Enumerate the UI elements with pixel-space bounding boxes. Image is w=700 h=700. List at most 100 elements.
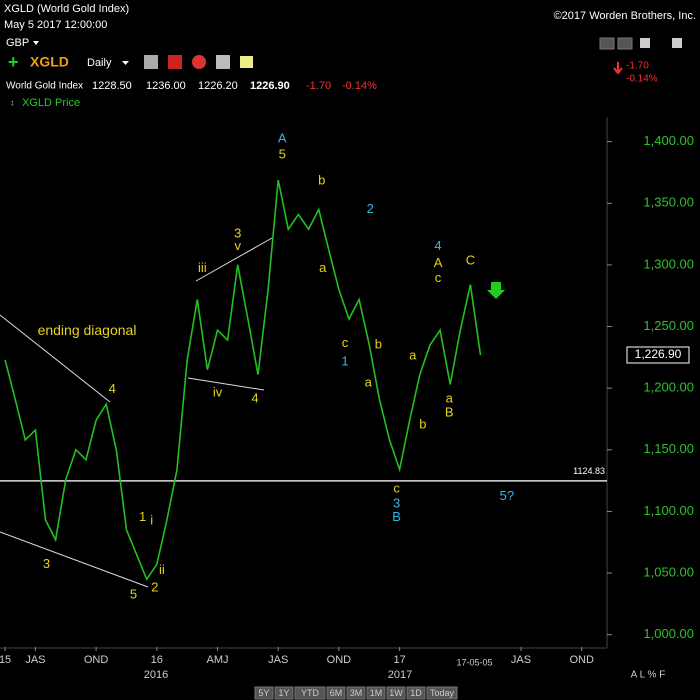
range-buttons: 5Y 1Y YTD 6M 3M 1M 1W 1D Today xyxy=(254,686,458,700)
wave-label: A xyxy=(434,255,443,270)
y-tick-label: 1,000.00 xyxy=(643,626,694,641)
y-tick-label: 1,150.00 xyxy=(643,441,694,456)
range-button[interactable] xyxy=(406,686,426,700)
range-button[interactable] xyxy=(326,686,346,700)
y-tick-label: 1,400.00 xyxy=(643,133,694,148)
range-button-label[interactable]: 1D xyxy=(410,688,422,698)
wave-label: 1 xyxy=(341,354,348,369)
y-tick-label: 1,300.00 xyxy=(643,256,694,271)
wave-label: 3 xyxy=(234,226,241,241)
interval-dropdown[interactable] xyxy=(122,61,129,65)
range-button-label[interactable]: 6M xyxy=(330,688,343,698)
wave-label: b xyxy=(375,336,382,351)
range-button-label[interactable]: 1W xyxy=(389,688,403,698)
x-tick-label: OND xyxy=(327,654,352,666)
symbol-name: World Gold Index xyxy=(6,81,83,92)
trend-line xyxy=(0,314,111,403)
alert-icon[interactable] xyxy=(192,55,206,69)
range-button[interactable] xyxy=(426,686,458,700)
wave-label: i xyxy=(150,513,153,528)
range-button-label[interactable]: YTD xyxy=(301,688,320,698)
s-button[interactable] xyxy=(599,37,615,50)
x-tick-label: OND xyxy=(569,654,594,666)
x-tick-label: 17 xyxy=(393,654,405,666)
calc-icon[interactable] xyxy=(216,55,230,69)
wave-label: 4 xyxy=(434,238,441,253)
high-price: 1236.00 xyxy=(146,80,186,92)
down-arrow-icon xyxy=(613,62,623,75)
y-tick-label: 1,200.00 xyxy=(643,380,694,395)
wave-label: a xyxy=(446,391,454,406)
date-marker: 17-05-05 xyxy=(457,657,493,667)
range-button[interactable] xyxy=(366,686,386,700)
wave-label: b xyxy=(318,173,325,188)
last-value-label: 1,226.90 xyxy=(635,347,682,361)
wave-label: b xyxy=(419,417,426,432)
down-arrow xyxy=(487,282,505,299)
wave-label: v xyxy=(234,238,241,253)
range-button[interactable] xyxy=(346,686,366,700)
indicator-icon[interactable] xyxy=(168,55,182,69)
currency-dropdown[interactable] xyxy=(33,41,39,45)
range-button-label[interactable]: 1Y xyxy=(278,688,289,698)
wave-label: 4 xyxy=(251,391,258,406)
wave-label: ii xyxy=(159,562,165,577)
add-icon[interactable]: + xyxy=(8,52,19,72)
tools-icon[interactable] xyxy=(144,55,158,69)
close-button[interactable] xyxy=(672,38,682,48)
wave-label: 2 xyxy=(151,579,158,594)
year-label: 2017 xyxy=(388,669,412,681)
open-price: 1228.50 xyxy=(92,80,132,92)
last-price: 1226.90 xyxy=(250,80,290,92)
window-title: XGLD (World Gold Index) xyxy=(4,3,129,15)
y-tick-label: 1,250.00 xyxy=(643,318,694,333)
range-button-label[interactable]: 1M xyxy=(370,688,383,698)
range-button[interactable] xyxy=(254,686,274,700)
wave-label: 5 xyxy=(279,147,286,162)
x-tick-label: 15 xyxy=(0,654,11,666)
y-tick-label: 1,350.00 xyxy=(643,195,694,210)
wave-label: a xyxy=(409,348,417,363)
x-tick-label: OND xyxy=(84,654,109,666)
axis-options[interactable]: A L % F xyxy=(631,670,666,681)
range-button[interactable] xyxy=(274,686,294,700)
wave-label: iv xyxy=(213,385,223,400)
range-button-label[interactable]: 3M xyxy=(350,688,363,698)
level-label: 1124.83 xyxy=(573,466,605,476)
y-tick-label: 1,100.00 xyxy=(643,503,694,518)
wave-label: 3 xyxy=(43,556,50,571)
wave-label: 3 xyxy=(393,495,400,510)
last-value-box xyxy=(626,346,690,364)
wave-label: a xyxy=(319,260,327,275)
change: -1.70 xyxy=(306,80,331,92)
note-icon[interactable] xyxy=(240,56,253,68)
trend-line xyxy=(195,237,273,282)
interval[interactable]: Daily xyxy=(87,57,112,69)
copyright: ©2017 Worden Brothers, Inc. xyxy=(554,10,696,22)
range-button-label[interactable]: 5Y xyxy=(258,688,269,698)
currency[interactable]: GBP xyxy=(6,37,29,49)
trend-line xyxy=(187,377,265,391)
wave-label: 5 xyxy=(130,587,137,602)
range-button-label[interactable]: Today xyxy=(430,688,455,698)
range-button[interactable] xyxy=(386,686,406,700)
series-legend: XGLD Price xyxy=(22,97,80,109)
x-tick-label: AMJ xyxy=(207,654,229,666)
x-tick-label: 16 xyxy=(151,654,163,666)
t-button[interactable] xyxy=(617,37,633,50)
side-change-percent: -0.14% xyxy=(626,74,658,85)
y-tick-label: 1,050.00 xyxy=(643,564,694,579)
symbol[interactable]: XGLD xyxy=(30,54,69,70)
range-button[interactable] xyxy=(294,686,326,700)
wave-label: B xyxy=(445,404,454,419)
side-change: -1.70 xyxy=(626,61,649,72)
wave-label: a xyxy=(365,375,373,390)
window-button[interactable] xyxy=(640,38,650,48)
timestamp: May 5 2017 12:00:00 xyxy=(4,19,107,31)
wave-label: c xyxy=(342,335,349,350)
low-price: 1226.20 xyxy=(198,80,238,92)
wave-label: c xyxy=(393,481,400,496)
wave-label: 5? xyxy=(500,488,514,503)
x-tick-label: JAS xyxy=(25,654,45,666)
